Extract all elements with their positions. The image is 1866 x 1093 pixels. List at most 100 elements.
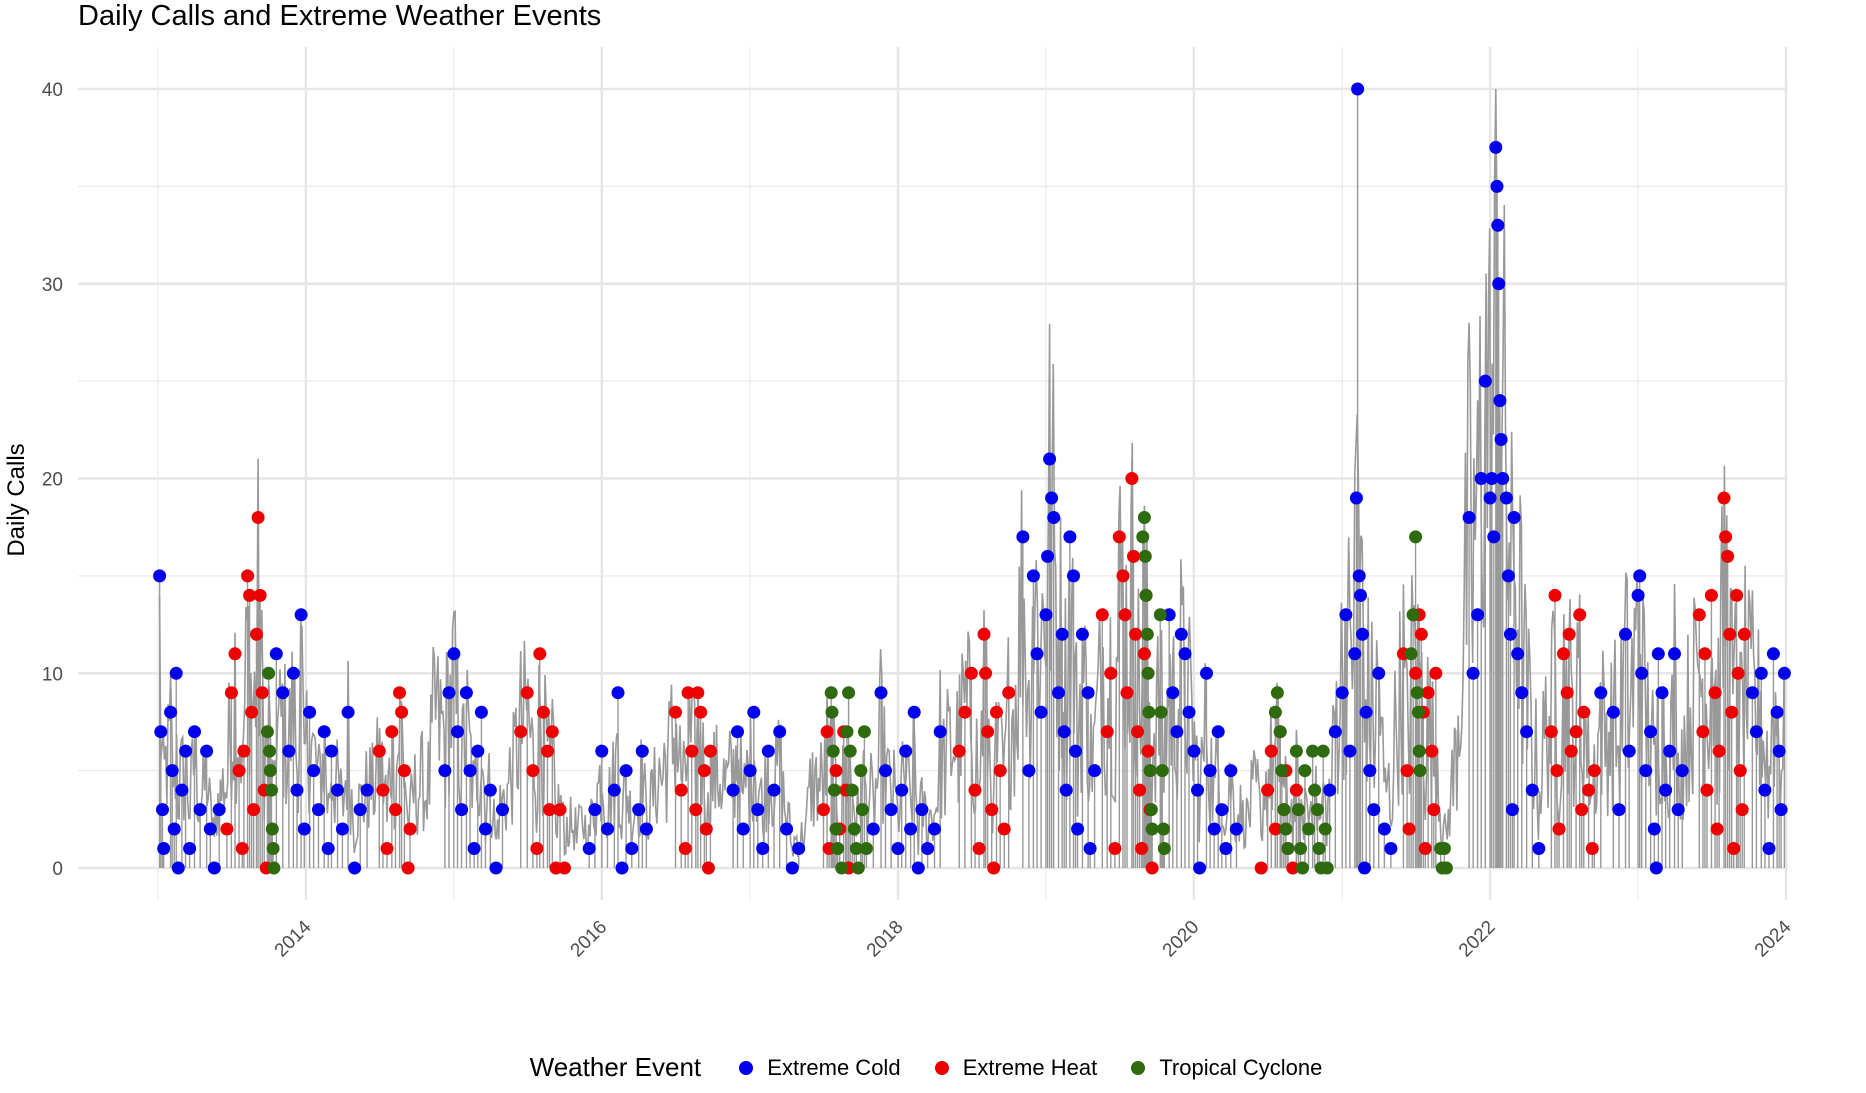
point-extreme-cold bbox=[1612, 803, 1626, 817]
point-tropical-cyclone bbox=[1292, 803, 1305, 817]
point-tropical-cyclone bbox=[1296, 861, 1309, 875]
point-extreme-cold bbox=[731, 725, 744, 739]
point-extreme-cold bbox=[1384, 842, 1398, 855]
point-extreme-cold bbox=[1492, 277, 1506, 291]
point-extreme-cold bbox=[1191, 783, 1204, 797]
point-extreme-cold bbox=[1339, 608, 1353, 622]
point-extreme-cold bbox=[747, 705, 761, 719]
point-extreme-heat bbox=[669, 705, 682, 719]
point-extreme-heat bbox=[1719, 530, 1733, 544]
point-extreme-cold bbox=[891, 842, 905, 855]
point-tropical-cyclone bbox=[1153, 608, 1167, 622]
point-extreme-cold bbox=[455, 803, 469, 817]
point-extreme-cold bbox=[1166, 686, 1180, 700]
point-extreme-cold bbox=[601, 822, 614, 836]
legend-title: Weather Event bbox=[529, 1052, 702, 1082]
point-extreme-cold bbox=[286, 666, 300, 680]
point-extreme-cold bbox=[1063, 530, 1077, 544]
point-tropical-cyclone bbox=[1155, 764, 1169, 778]
point-extreme-cold bbox=[442, 686, 456, 700]
point-extreme-cold bbox=[496, 803, 509, 817]
legend-dot-tropical-cyclone bbox=[1131, 1061, 1146, 1076]
point-extreme-heat bbox=[251, 511, 265, 524]
point-extreme-cold bbox=[1030, 647, 1044, 661]
point-extreme-cold bbox=[1162, 608, 1176, 622]
point-extreme-heat bbox=[1268, 822, 1282, 836]
point-extreme-heat bbox=[1002, 686, 1016, 700]
point-extreme-cold bbox=[1649, 861, 1663, 875]
point-extreme-cold bbox=[483, 783, 497, 797]
point-extreme-cold bbox=[1499, 491, 1513, 505]
point-tropical-cyclone bbox=[1302, 822, 1316, 836]
point-extreme-cold bbox=[1343, 744, 1357, 758]
point-extreme-heat bbox=[1582, 783, 1596, 797]
point-extreme-heat bbox=[1552, 822, 1566, 836]
point-extreme-heat bbox=[990, 705, 1003, 719]
point-extreme-cold bbox=[335, 822, 349, 836]
point-extreme-heat bbox=[1698, 647, 1712, 661]
point-extreme-cold bbox=[1520, 725, 1534, 739]
point-extreme-cold bbox=[1067, 569, 1080, 583]
point-extreme-heat bbox=[403, 822, 417, 836]
point-extreme-cold bbox=[1055, 627, 1069, 641]
point-extreme-cold bbox=[360, 783, 374, 797]
grid-layer bbox=[78, 47, 1788, 900]
point-extreme-heat bbox=[1575, 803, 1589, 817]
point-extreme-heat bbox=[520, 686, 534, 700]
point-tropical-cyclone bbox=[1142, 705, 1156, 719]
point-extreme-heat bbox=[1100, 725, 1114, 739]
point-extreme-cold bbox=[625, 842, 639, 855]
point-extreme-cold bbox=[1762, 842, 1776, 855]
point-extreme-heat bbox=[1141, 744, 1155, 758]
point-extreme-heat bbox=[817, 803, 830, 817]
point-extreme-heat bbox=[1095, 608, 1109, 622]
point-extreme-heat bbox=[380, 842, 394, 855]
point-extreme-heat bbox=[526, 764, 540, 778]
point-extreme-cold bbox=[307, 764, 321, 778]
legend-label-tropical-cyclone: Tropical Cyclone bbox=[1159, 1055, 1323, 1081]
point-extreme-heat bbox=[376, 783, 390, 797]
point-extreme-cold bbox=[1525, 783, 1539, 797]
point-tropical-cyclone bbox=[1141, 666, 1155, 680]
point-extreme-cold bbox=[1766, 647, 1780, 661]
legend-entry-extreme-cold: Extreme Cold bbox=[739, 1054, 901, 1081]
point-extreme-heat bbox=[699, 822, 713, 836]
point-extreme-heat bbox=[253, 588, 267, 602]
point-tropical-cyclone bbox=[1268, 705, 1282, 719]
point-extreme-cold bbox=[1466, 666, 1480, 680]
point-extreme-cold bbox=[773, 725, 787, 739]
point-extreme-cold bbox=[1219, 842, 1233, 855]
point-extreme-cold bbox=[1462, 511, 1476, 524]
point-extreme-heat bbox=[1721, 549, 1735, 563]
point-extreme-cold bbox=[1349, 491, 1363, 505]
point-extreme-cold bbox=[761, 744, 775, 758]
point-extreme-heat bbox=[1704, 588, 1718, 602]
point-extreme-cold bbox=[1352, 569, 1366, 583]
point-extreme-cold bbox=[156, 803, 169, 817]
point-extreme-cold bbox=[639, 822, 653, 836]
point-extreme-heat bbox=[1735, 803, 1749, 817]
point-tropical-cyclone bbox=[263, 744, 276, 758]
point-extreme-cold bbox=[1619, 627, 1632, 641]
point-extreme-cold bbox=[1749, 725, 1763, 739]
point-extreme-cold bbox=[1494, 433, 1508, 446]
point-extreme-cold bbox=[1207, 822, 1221, 836]
point-extreme-cold bbox=[317, 725, 331, 739]
point-extreme-cold bbox=[1505, 803, 1519, 817]
point-extreme-cold bbox=[1034, 705, 1048, 719]
point-extreme-cold bbox=[1174, 627, 1188, 641]
point-extreme-cold bbox=[619, 764, 633, 778]
point-extreme-cold bbox=[207, 861, 221, 875]
point-extreme-heat bbox=[1254, 861, 1268, 875]
point-extreme-heat bbox=[228, 647, 242, 661]
point-tropical-cyclone bbox=[1136, 530, 1150, 544]
point-extreme-heat bbox=[987, 861, 1001, 875]
point-extreme-heat bbox=[255, 686, 269, 700]
point-tropical-cyclone bbox=[829, 822, 843, 836]
point-extreme-cold bbox=[1485, 472, 1499, 485]
point-extreme-cold bbox=[911, 861, 925, 875]
point-extreme-cold bbox=[743, 764, 757, 778]
point-extreme-cold bbox=[1511, 647, 1525, 661]
y-tick-label: 20 bbox=[42, 470, 63, 491]
calls-line-layer bbox=[158, 88, 1786, 868]
